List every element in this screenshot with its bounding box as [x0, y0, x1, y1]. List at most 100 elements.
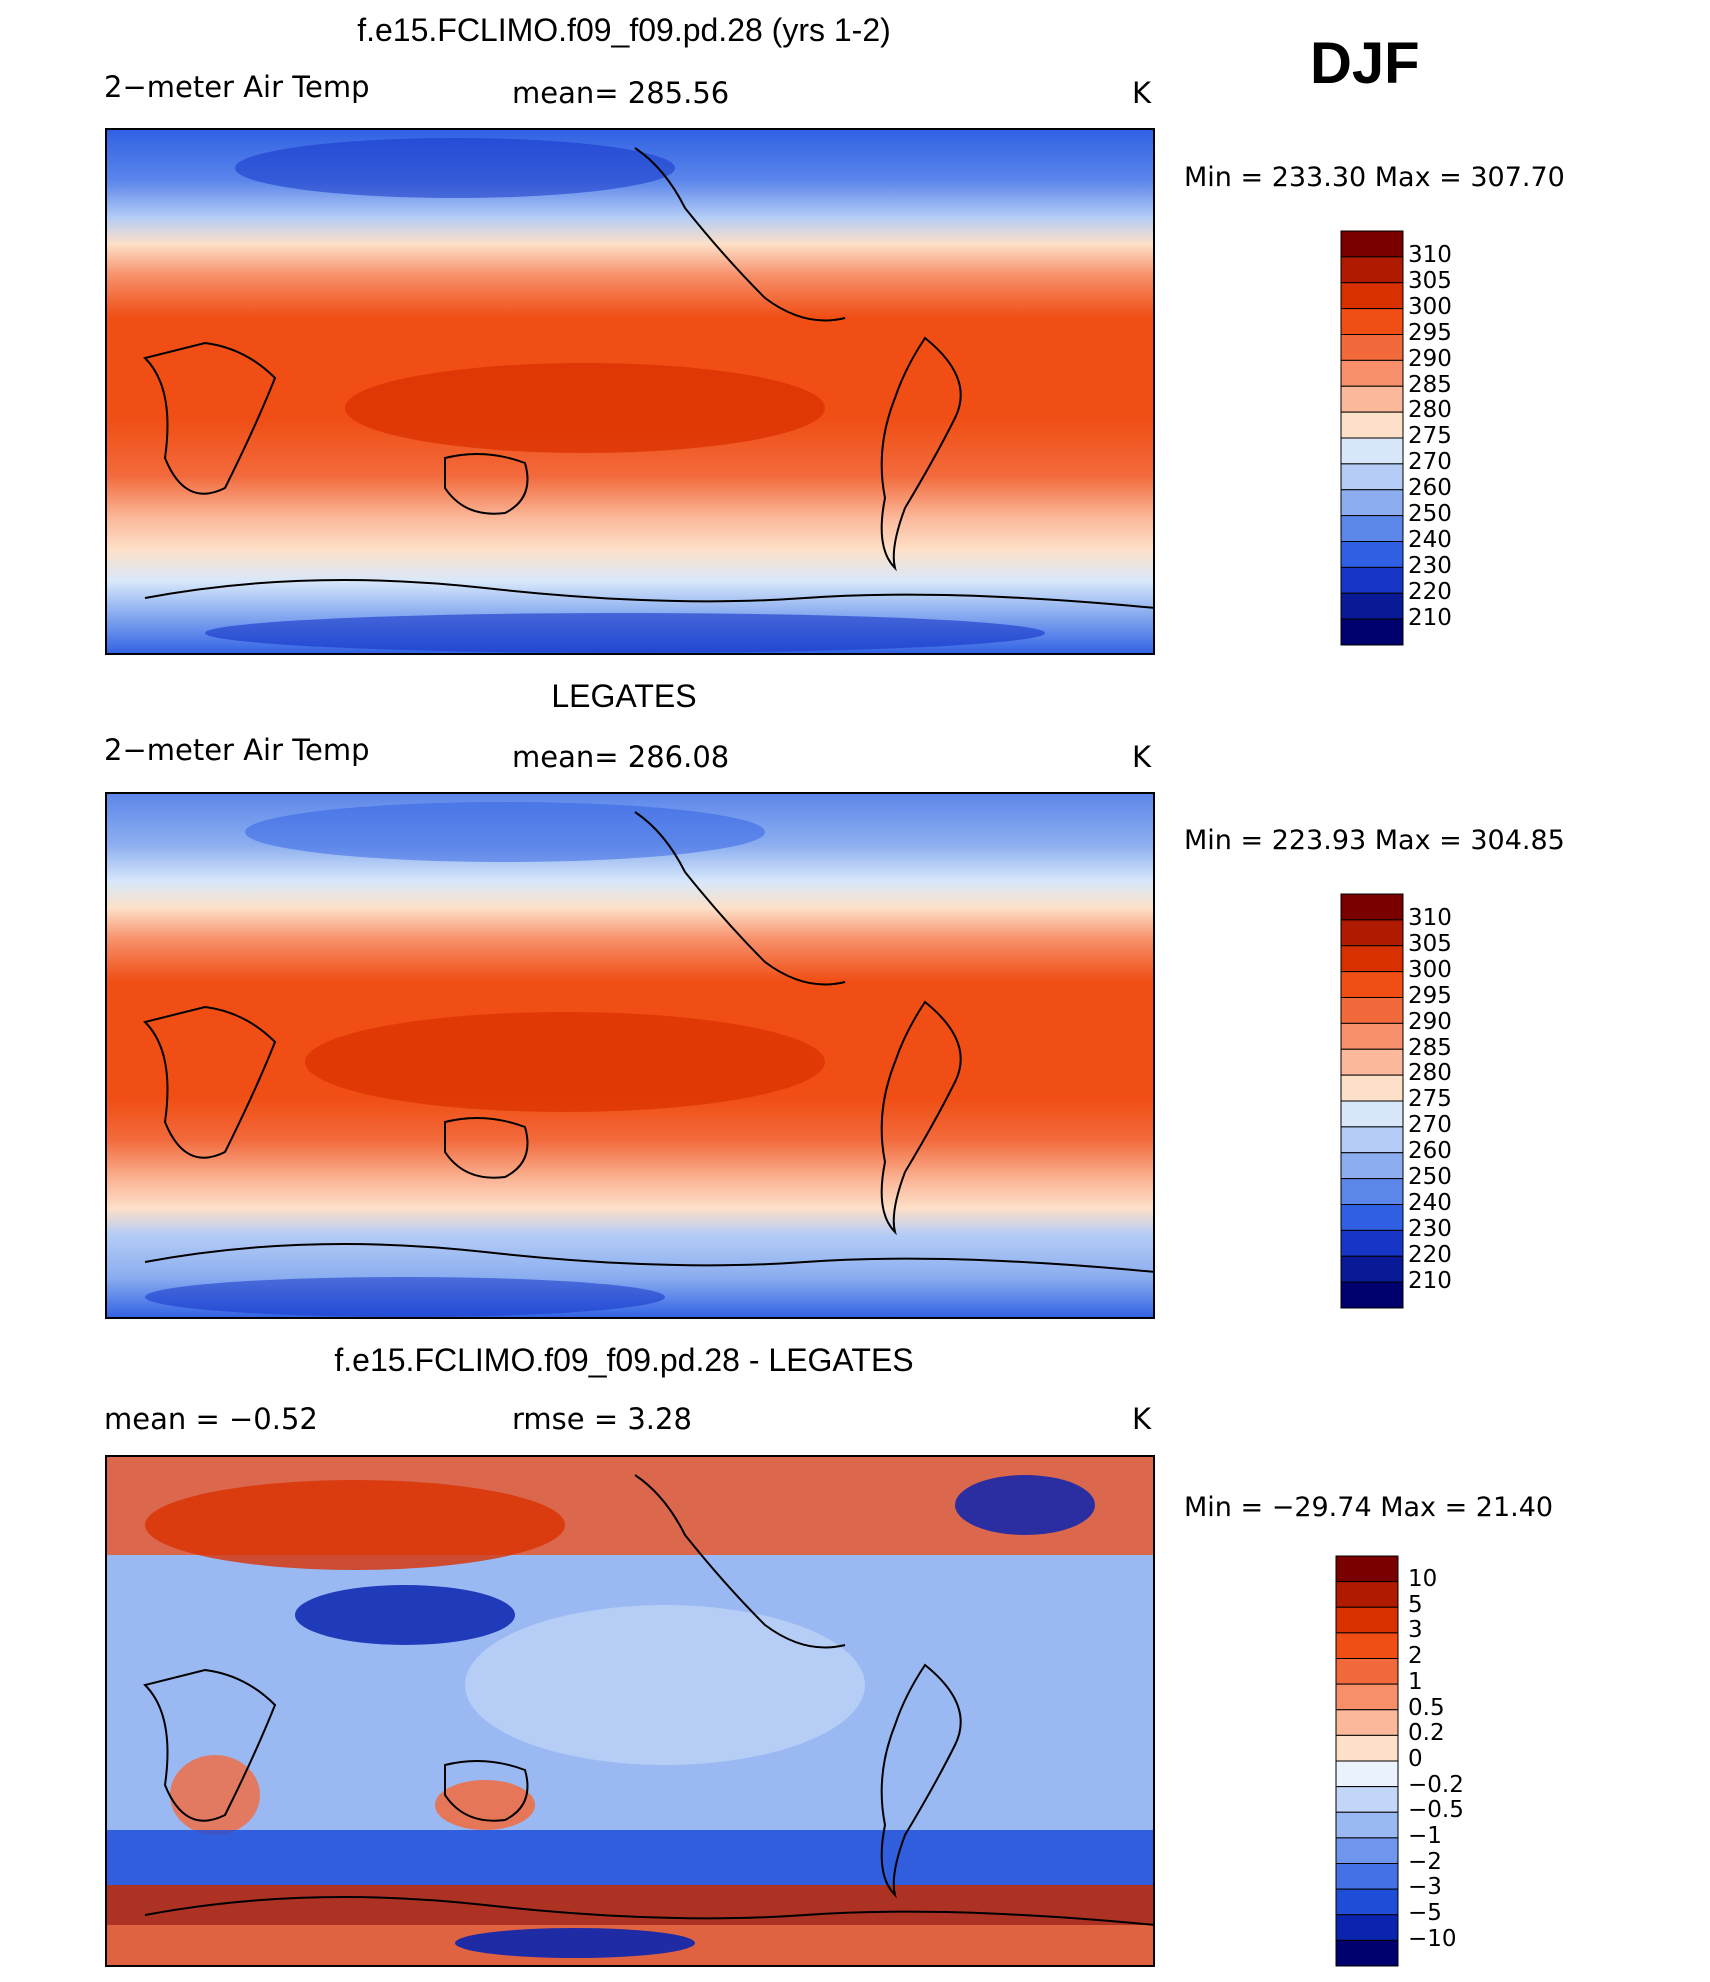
colorbar-tick-label: 305: [1408, 267, 1452, 294]
colorbar-tick-label: 260: [1408, 475, 1452, 502]
colorbar-tick-label: 260: [1408, 1138, 1452, 1165]
colorbar-box: [1340, 385, 1404, 413]
panel-3-eurasia-warm: [145, 1480, 565, 1570]
panel-3-rmse-label: rmse = 3.28: [512, 1402, 692, 1436]
panel-2-warm-pool: [305, 1012, 825, 1112]
colorbar-tick-label: 300: [1408, 293, 1452, 320]
colorbar-box: [1340, 282, 1404, 310]
colorbar-tick-label: 300: [1408, 956, 1452, 983]
colorbar-box: [1335, 1914, 1399, 1941]
panel-3-mean-label: mean = −0.52: [104, 1402, 318, 1436]
colorbar-box: [1335, 1658, 1399, 1685]
panel-1-map: [105, 128, 1155, 655]
panel-2-frame: [105, 792, 1155, 1319]
colorbar-tick-label: 290: [1408, 1008, 1452, 1035]
colorbar-tick-label: 5: [1408, 1591, 1423, 1618]
colorbar-tick-label: 0.5: [1408, 1694, 1445, 1721]
panel-2-units-label: K: [1132, 740, 1152, 774]
colorbar-box: [1340, 489, 1404, 517]
colorbar-tick-label: 2: [1408, 1643, 1423, 1670]
colorbar-box: [1335, 1683, 1399, 1711]
colorbar-box: [1340, 256, 1404, 284]
colorbar-tick-label: −3: [1408, 1874, 1442, 1901]
colorbar-tick-label: 230: [1408, 1215, 1452, 1242]
colorbar-box: [1340, 1178, 1404, 1205]
colorbar-box: [1335, 1760, 1399, 1788]
panel-2-mean-label: mean= 286.08: [512, 740, 730, 774]
colorbar-box: [1340, 334, 1404, 361]
panel-3-minmax: Min = −29.74 Max = 21.40: [1184, 1492, 1554, 1523]
panel-1-variable-label: 2−meter Air Temp: [104, 70, 370, 104]
colorbar-box: [1335, 1632, 1399, 1659]
panel-1-coastlines: [143, 147, 1155, 609]
colorbar-tick-label: 270: [1408, 449, 1452, 476]
panel-3-frame: [105, 1455, 1155, 1967]
colorbar-box: [1340, 1281, 1404, 1309]
colorbar-box: [1340, 566, 1404, 594]
colorbar-box: [1340, 308, 1404, 335]
colorbar-box: [1335, 1888, 1399, 1916]
colorbar-box: [1335, 1863, 1399, 1890]
colorbar-tick-label: 295: [1408, 982, 1452, 1009]
panel-3-colorbar: [1335, 1555, 1399, 1967]
colorbar-tick-label: 270: [1408, 1112, 1452, 1139]
colorbar-tick-label: −5: [1408, 1900, 1442, 1927]
colorbar-box: [1335, 1581, 1399, 1608]
panel-3-asia-cold: [295, 1585, 515, 1645]
panel-3-antarctic-cold: [455, 1928, 695, 1958]
panel-3-units-label: K: [1132, 1402, 1152, 1436]
colorbar-tick-label: 250: [1408, 1164, 1452, 1190]
colorbar-box: [1340, 1255, 1404, 1283]
colorbar-box: [1340, 919, 1404, 947]
colorbar-tick-label: 0: [1408, 1745, 1423, 1772]
panel-2-variable-label: 2−meter Air Temp: [104, 733, 370, 767]
colorbar-tick-label: 280: [1408, 397, 1452, 424]
panel-1-minmax: Min = 233.30 Max = 307.70: [1184, 162, 1565, 193]
colorbar-tick-label: 210: [1408, 604, 1452, 631]
colorbar-box: [1340, 515, 1404, 542]
colorbar-tick-label: −0.5: [1408, 1797, 1464, 1824]
colorbar-tick-label: −2: [1408, 1848, 1442, 1875]
colorbar-box: [1340, 541, 1404, 568]
panel-3-coastlines: [143, 1474, 1155, 1926]
season-label: DJF: [1310, 31, 1420, 96]
colorbar-box: [1340, 1074, 1404, 1102]
colorbar-tick-label: 3: [1408, 1617, 1423, 1644]
panel-2-coastlines: [143, 811, 1155, 1273]
colorbar-tick-label: 285: [1408, 371, 1452, 398]
colorbar-box: [1340, 618, 1404, 646]
colorbar-tick-label: 285: [1408, 1034, 1452, 1061]
colorbar-tick-label: 220: [1408, 578, 1452, 605]
colorbar-tick-label: 1: [1408, 1668, 1423, 1695]
colorbar-tick-label: −10: [1408, 1925, 1457, 1952]
panel-3-title: f.e15.FCLIMO.f09_f09.pd.28 - LEGATES: [334, 1342, 914, 1378]
colorbar-tick-label: 290: [1408, 345, 1452, 372]
colorbar-box: [1335, 1606, 1399, 1634]
colorbar-box: [1335, 1734, 1399, 1762]
colorbar-box: [1340, 411, 1404, 439]
colorbar-box: [1340, 893, 1404, 921]
panel-1-frame: [105, 128, 1155, 655]
colorbar-tick-label: −1: [1408, 1823, 1442, 1849]
colorbar-tick-label: −0.2: [1408, 1771, 1464, 1798]
colorbar-tick-label: 310: [1408, 242, 1452, 268]
colorbar-box: [1340, 945, 1404, 973]
colorbar-box: [1340, 1048, 1404, 1076]
panel-1-cold-north: [235, 138, 675, 198]
colorbar-box: [1340, 971, 1404, 998]
colorbar-box: [1340, 592, 1404, 620]
panel-3-australia-warm: [435, 1780, 535, 1830]
panel-3-africa-warm: [170, 1755, 260, 1835]
colorbar-tick-label: 230: [1408, 552, 1452, 579]
colorbar-box: [1340, 437, 1404, 465]
panel-1-units-label: K: [1132, 76, 1152, 110]
panel-3-greenland-cold: [955, 1475, 1095, 1535]
colorbar-tick-label: 210: [1408, 1267, 1452, 1294]
panel-3-band-south-cold: [105, 1830, 1155, 1885]
panel-1-title: f.e15.FCLIMO.f09_f09.pd.28 (yrs 1-2): [357, 12, 891, 48]
colorbar-tick-label: 10: [1408, 1566, 1438, 1592]
colorbar-box: [1340, 1022, 1404, 1050]
colorbar-tick-label: 250: [1408, 501, 1452, 527]
colorbar-box: [1340, 1204, 1404, 1231]
colorbar-tick-label: 305: [1408, 930, 1452, 957]
